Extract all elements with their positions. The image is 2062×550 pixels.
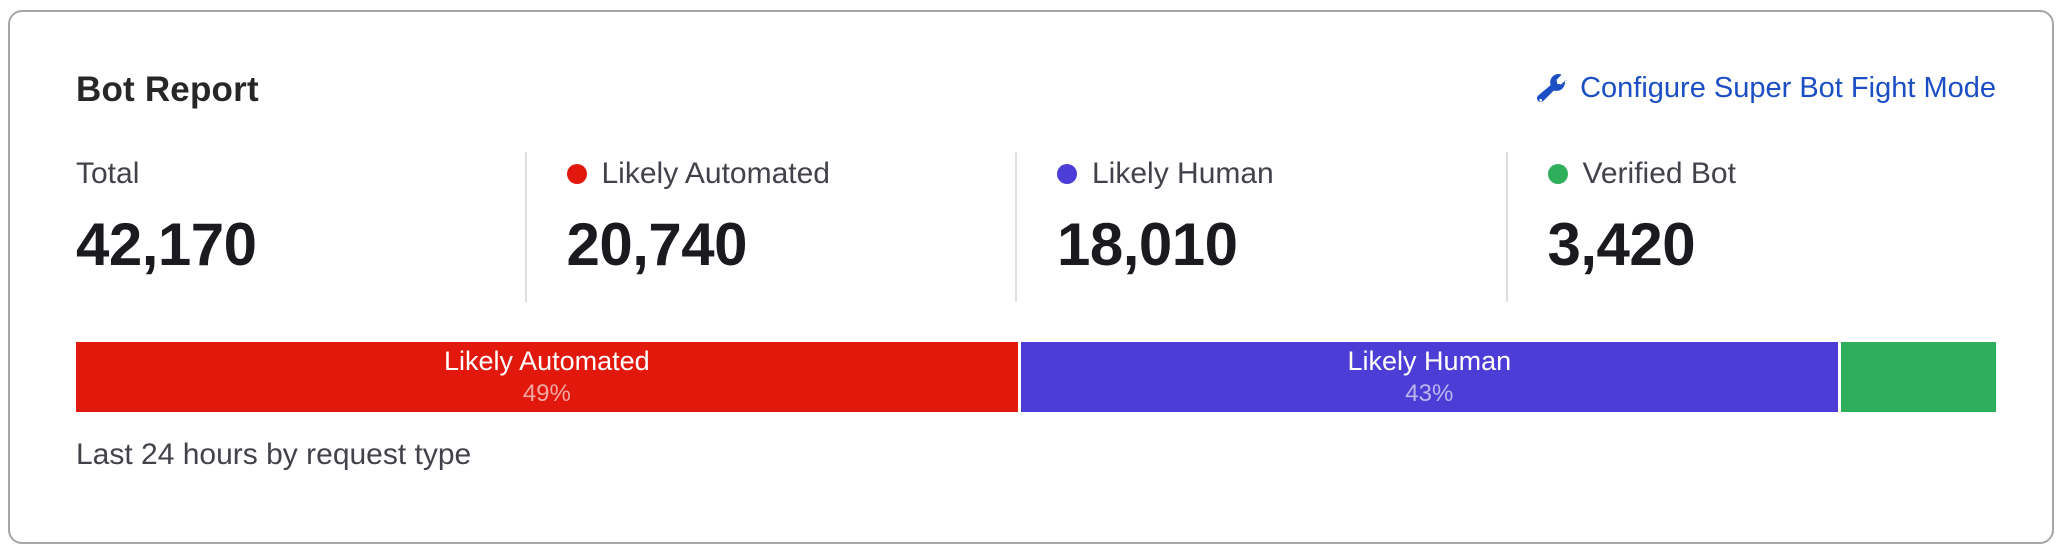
stat-total-label-row: Total (76, 156, 525, 192)
bar-segment-likely-human: Likely Human 43% (1020, 342, 1838, 412)
stat-total: Total 42,170 (76, 152, 525, 302)
likely-automated-dot-icon (566, 164, 587, 184)
stat-likely-automated-value: 20,740 (566, 211, 748, 278)
stat-likely-automated: Likely Automated 20,740 (524, 152, 1016, 302)
stat-likely-human-label: Likely Human (1092, 157, 1274, 190)
stat-likely-human: Likely Human 18,010 (1015, 152, 1506, 302)
stat-verified-bot-label-row: Verified Bot (1547, 156, 1997, 192)
stat-likely-human-value: 18,010 (1057, 211, 1238, 278)
wrench-icon (1537, 73, 1567, 104)
stacked-bar-chart: Likely Automated 49% Likely Human 43% (76, 342, 1996, 412)
stat-likely-human-label-row: Likely Human (1057, 156, 1506, 192)
bar-segment-likely-automated: Likely Automated 49% (76, 342, 1018, 412)
bar-segment-likely-automated-label: Likely Automated (444, 346, 650, 377)
stat-total-value: 42,170 (76, 211, 257, 278)
bar-segment-likely-human-label: Likely Human (1347, 346, 1512, 377)
bar-segment-likely-automated-percent: 49% (522, 379, 571, 407)
likely-human-dot-icon (1057, 164, 1077, 184)
chart-caption: Last 24 hours by request type (76, 438, 472, 471)
page-title: Bot Report (76, 70, 259, 109)
configure-super-bot-fight-mode-link[interactable]: Configure Super Bot Fight Mode (1537, 72, 1996, 105)
stat-total-label: Total (76, 157, 140, 190)
stat-verified-bot: Verified Bot 3,420 (1505, 152, 1997, 302)
stat-verified-bot-label: Verified Bot (1582, 157, 1736, 190)
stats-row: Total 42,170 Likely Automated 20,740 Lik… (76, 152, 1996, 302)
stat-verified-bot-value: 3,420 (1547, 211, 1696, 278)
bar-segment-verified-bot (1840, 342, 1996, 412)
bot-report-card: Bot Report Configure Super Bot Fight Mod… (8, 10, 2054, 544)
card-header: Bot Report Configure Super Bot Fight Mod… (76, 70, 1996, 110)
configure-link-label: Configure Super Bot Fight Mode (1580, 72, 1996, 104)
stat-likely-automated-label: Likely Automated (601, 157, 830, 190)
verified-bot-dot-icon (1547, 164, 1568, 184)
stat-likely-automated-label-row: Likely Automated (566, 156, 1016, 192)
bar-segment-likely-human-percent: 43% (1405, 379, 1454, 407)
